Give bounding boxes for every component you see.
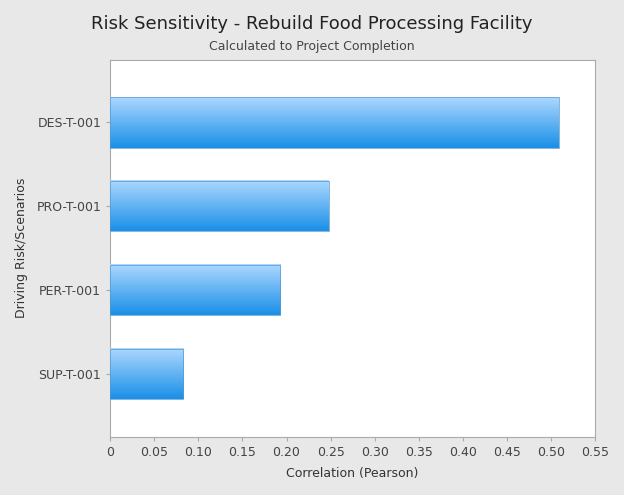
Text: Risk Sensitivity - Rebuild Food Processing Facility: Risk Sensitivity - Rebuild Food Processi… bbox=[91, 15, 533, 33]
Bar bbox=[110, 181, 329, 231]
Y-axis label: Driving Risk/Scenarios: Driving Risk/Scenarios bbox=[15, 178, 28, 318]
Bar bbox=[110, 348, 183, 399]
Bar bbox=[110, 265, 280, 315]
Text: Calculated to Project Completion: Calculated to Project Completion bbox=[209, 40, 415, 52]
X-axis label: Correlation (Pearson): Correlation (Pearson) bbox=[286, 467, 419, 480]
Bar bbox=[110, 97, 559, 148]
